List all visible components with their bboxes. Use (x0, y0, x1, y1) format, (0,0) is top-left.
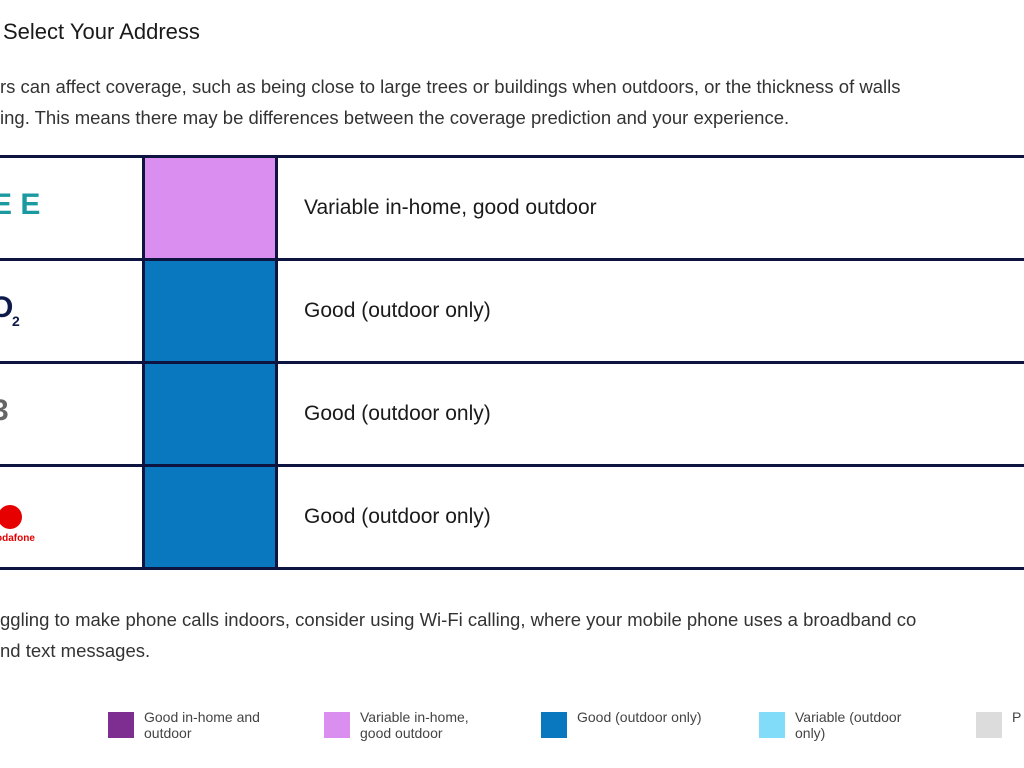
intro-text: rs can affect coverage, such as being cl… (0, 76, 901, 97)
footer-text: nd text messages. (0, 640, 151, 661)
logo-icon (0, 505, 22, 529)
coverage-swatch (145, 364, 278, 464)
logo-cell: E E (0, 158, 145, 258)
legend-label: Good (outdoor only) (577, 709, 702, 725)
legend-swatch (108, 712, 134, 738)
logo-text: E E (0, 188, 41, 221)
page-title: Select Your Address (3, 19, 200, 44)
coverage-table: E E Variable in-home, good outdoor O2 Good … (0, 155, 1024, 570)
legend-label: P (1012, 709, 1022, 725)
legend-label: Variable (outdoor only) (795, 709, 902, 741)
table-row: E E Variable in-home, good outdoor (0, 158, 1024, 261)
legend-label: Variable in-home, good outdoor (360, 709, 469, 741)
legend-swatch (759, 712, 785, 738)
coverage-status: Good (outdoor only) (304, 402, 491, 425)
logo-text: O (0, 291, 13, 325)
legend-label: Good in-home and outdoor (144, 709, 260, 741)
coverage-status: Variable in-home, good outdoor (304, 196, 597, 219)
coverage-swatch (145, 261, 278, 361)
legend-swatch (324, 712, 350, 738)
logo-text: 3 (0, 394, 9, 428)
footer-text: ggling to make phone calls indoors, cons… (0, 609, 917, 630)
coverage-swatch (145, 467, 278, 567)
table-row: 3 Good (outdoor only) (0, 364, 1024, 467)
coverage-status: Good (outdoor only) (304, 299, 491, 322)
logo-text: odafone (0, 533, 35, 544)
intro-text: ing. This means there may be differences… (0, 107, 790, 128)
coverage-status: Good (outdoor only) (304, 505, 491, 528)
logo-cell: O2 (0, 261, 145, 361)
logo-cell: odafone (0, 467, 145, 567)
table-row: odafone Good (outdoor only) (0, 467, 1024, 570)
legend-swatch (976, 712, 1002, 738)
legend-swatch (541, 712, 567, 738)
coverage-swatch (145, 158, 278, 258)
table-row: O2 Good (outdoor only) (0, 261, 1024, 364)
logo-cell: 3 (0, 364, 145, 464)
logo-subscript: 2 (12, 313, 20, 329)
